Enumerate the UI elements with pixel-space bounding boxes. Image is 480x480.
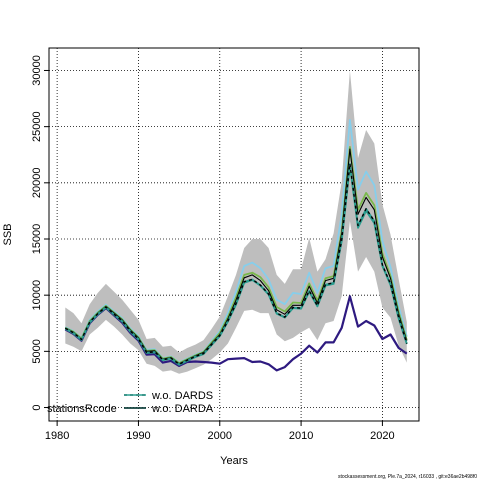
legend-label-dards: w.o. DARDS	[151, 390, 213, 402]
x-tick-label: 1980	[45, 430, 69, 442]
legend: stationsRcode w.o. DARDS w.o. DARDA	[47, 390, 214, 415]
y-tick-label: 20000	[31, 168, 43, 199]
legend-title: stationsRcode	[47, 403, 117, 415]
y-axis-label: SSB	[2, 223, 14, 245]
legend-label-darda: w.o. DARDA	[151, 403, 214, 415]
confidence-band	[65, 70, 407, 374]
y-tick-label: 30000	[31, 55, 43, 86]
y-tick-label: 0	[31, 404, 43, 410]
x-tick-label: 2010	[289, 430, 313, 442]
x-axis: 1980 1990 2000 2010 2020	[45, 421, 395, 442]
x-axis-label: Years	[220, 455, 248, 467]
y-tick-label: 15000	[31, 224, 43, 255]
footer-credit: stockassessment.org, Ple.7a_2024, r16033…	[338, 474, 477, 480]
y-tick-label: 10000	[31, 280, 43, 311]
plot-frame	[48, 47, 420, 422]
x-tick-label: 2000	[208, 430, 232, 442]
x-tick-label: 1990	[126, 430, 150, 442]
y-tick-label: 25000	[31, 111, 43, 142]
y-axis: 0 5000 10000 15000 20000 25000 30000	[31, 55, 49, 411]
series-line-w-o-dards	[64, 162, 408, 365]
x-tick-label: 2020	[370, 430, 394, 442]
series-line-w-o-darda	[65, 148, 408, 365]
y-tick-label: 5000	[31, 339, 43, 363]
series-lines	[64, 119, 408, 372]
